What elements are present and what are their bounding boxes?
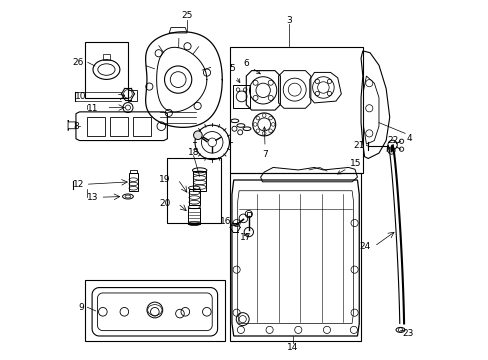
Text: 16: 16 — [219, 217, 235, 226]
Text: 9: 9 — [78, 303, 83, 312]
Bar — [230, 47, 362, 173]
Text: 5: 5 — [228, 64, 240, 82]
Bar — [230, 173, 360, 341]
Circle shape — [193, 131, 202, 139]
Text: 21: 21 — [352, 141, 364, 150]
Bar — [233, 85, 250, 108]
Text: 22: 22 — [386, 136, 397, 145]
Text: 8: 8 — [73, 122, 79, 131]
Text: 7: 7 — [262, 127, 267, 159]
Bar — [133, 117, 151, 136]
Bar — [129, 170, 137, 173]
Text: 18: 18 — [187, 148, 199, 157]
Text: 25: 25 — [181, 11, 192, 20]
Text: 11: 11 — [87, 104, 99, 113]
Text: 17: 17 — [239, 233, 250, 242]
Text: 24: 24 — [359, 242, 370, 251]
Bar — [85, 42, 128, 98]
Bar — [129, 173, 137, 191]
Bar — [110, 117, 128, 136]
Text: 4: 4 — [406, 134, 411, 143]
Text: 3: 3 — [286, 16, 292, 25]
Text: 10: 10 — [75, 92, 86, 101]
Text: 20: 20 — [159, 199, 170, 208]
Text: 12: 12 — [73, 180, 84, 189]
Bar — [246, 212, 250, 216]
Bar — [85, 280, 224, 341]
Text: 26: 26 — [73, 58, 84, 67]
Bar — [188, 189, 199, 205]
Bar — [86, 117, 104, 136]
Bar — [193, 171, 206, 191]
Text: 15: 15 — [337, 159, 361, 174]
Text: 23: 23 — [401, 329, 412, 338]
Bar — [188, 208, 200, 224]
Bar — [102, 54, 110, 59]
Text: 19: 19 — [159, 175, 170, 184]
Text: 13: 13 — [86, 193, 98, 202]
Bar — [167, 158, 221, 223]
Text: 6: 6 — [243, 59, 260, 74]
Text: 14: 14 — [286, 343, 298, 352]
